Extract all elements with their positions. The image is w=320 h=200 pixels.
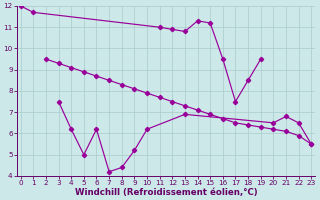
X-axis label: Windchill (Refroidissement éolien,°C): Windchill (Refroidissement éolien,°C)	[75, 188, 257, 197]
